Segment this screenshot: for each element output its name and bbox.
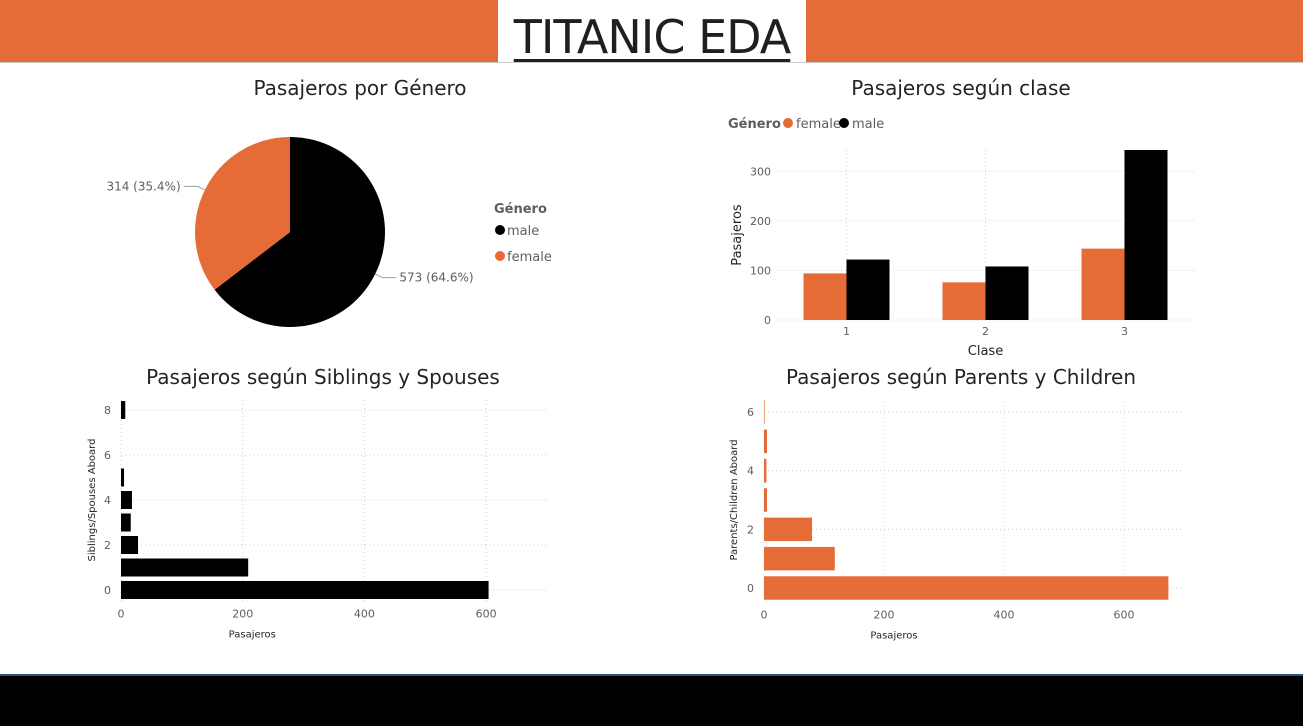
x-tick-label: 200 — [874, 609, 895, 622]
bar-category-1 — [121, 558, 249, 577]
pie-slice-female — [194, 137, 290, 290]
bar-category-3 — [121, 513, 131, 532]
header-band-right — [806, 0, 1303, 62]
legend-label: male — [852, 117, 884, 132]
bar-female-class-3 — [1081, 248, 1125, 320]
pie-leader-female — [183, 185, 206, 191]
bar-category-4 — [764, 458, 767, 483]
bar-category-4 — [121, 491, 132, 509]
x-tick-label: 400 — [994, 609, 1015, 622]
bar-category-5 — [121, 468, 125, 487]
chart-title-sibsp: Pasajeros según Siblings y Spouses — [146, 365, 500, 389]
y-tick-label: 4 — [104, 494, 111, 507]
pie-leader-male — [374, 273, 397, 279]
x-tick-label: 3 — [1121, 325, 1128, 338]
legend-marker-male — [495, 225, 505, 235]
bar-category-0 — [764, 576, 1169, 600]
y-tick-label: 6 — [104, 449, 111, 462]
bar-category-2 — [764, 517, 812, 542]
y-tick-label: 100 — [750, 264, 771, 277]
legend-title: Género — [728, 117, 781, 132]
x-tick-label: 400 — [354, 607, 375, 620]
y-tick-label: 2 — [104, 539, 111, 552]
pie-slice-male — [214, 137, 385, 327]
x-tick-label: 0 — [118, 607, 125, 620]
legend-label: male — [507, 224, 539, 239]
y-tick-label: 0 — [104, 584, 111, 597]
x-axis-title: Clase — [968, 344, 1003, 359]
bar-category-6 — [764, 400, 765, 424]
y-axis-title: Pasajeros — [730, 204, 745, 266]
chart-title-gender: Pasajeros por Género — [253, 76, 467, 100]
legend-marker-female — [495, 251, 505, 261]
y-tick-label: 2 — [747, 523, 754, 536]
bar-category-8 — [121, 401, 126, 419]
x-axis-title: Pasajeros — [229, 629, 276, 640]
legend-marker-female — [783, 118, 793, 128]
y-axis-title: Siblings/Spouses Aboard — [87, 439, 98, 562]
page-title: TITANIC EDA — [498, 6, 806, 68]
x-tick-label: 2 — [982, 325, 989, 338]
y-tick-label: 0 — [747, 582, 754, 595]
bar-category-1 — [764, 546, 835, 571]
bar-male-class-1 — [846, 259, 890, 320]
chart-title-class: Pasajeros según clase — [851, 76, 1071, 100]
y-tick-label: 0 — [764, 314, 771, 327]
x-tick-label: 200 — [232, 607, 253, 620]
y-tick-label: 8 — [104, 404, 111, 417]
page-title-text: TITANIC EDA — [513, 10, 792, 64]
y-tick-label: 4 — [747, 465, 754, 478]
x-tick-label: 600 — [1114, 609, 1135, 622]
x-tick-label: 1 — [843, 325, 850, 338]
header-divider — [0, 62, 1303, 63]
bar-category-5 — [764, 429, 767, 454]
x-tick-label: 0 — [761, 609, 768, 622]
chart-title-parch: Pasajeros según Parents y Children — [785, 365, 1137, 389]
legend-marker-male — [839, 118, 849, 128]
bar-female-class-1 — [803, 273, 847, 320]
y-tick-label: 6 — [747, 406, 754, 419]
bar-female-class-2 — [942, 282, 986, 320]
y-tick-label: 200 — [750, 215, 771, 228]
legend-label: female — [796, 117, 841, 132]
header-band-left — [0, 0, 498, 62]
x-axis-title: Pasajeros — [870, 631, 917, 642]
legend-label: female — [507, 250, 552, 265]
bar-male-class-3 — [1124, 150, 1168, 320]
bar-category-0 — [121, 581, 489, 599]
bar-category-3 — [764, 488, 767, 512]
bar-category-2 — [121, 536, 139, 554]
footer-bar — [0, 674, 1303, 726]
y-tick-label: 300 — [750, 165, 771, 178]
bar-male-class-2 — [985, 266, 1029, 320]
legend-title: Género — [494, 202, 547, 217]
pie-data-label: 314 (35.4%) — [106, 179, 180, 193]
x-tick-label: 600 — [476, 607, 497, 620]
y-axis-title: Parents/Children Aboard — [729, 439, 740, 560]
pie-data-label: 573 (64.6%) — [399, 271, 473, 285]
